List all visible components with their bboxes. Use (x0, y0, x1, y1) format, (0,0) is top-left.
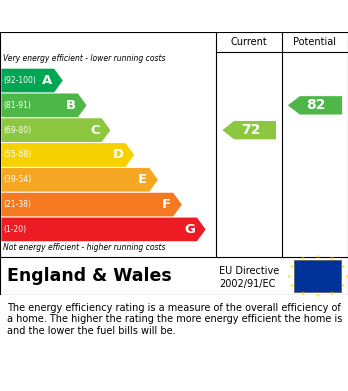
Text: ★: ★ (315, 254, 320, 259)
Text: 82: 82 (306, 98, 326, 112)
Text: 72: 72 (241, 123, 260, 137)
Text: D: D (112, 149, 124, 161)
Polygon shape (1, 118, 110, 142)
Text: Very energy efficient - lower running costs: Very energy efficient - lower running co… (3, 54, 166, 63)
Text: (81-91): (81-91) (3, 101, 31, 110)
Polygon shape (1, 93, 87, 117)
Polygon shape (222, 121, 276, 139)
Text: G: G (184, 223, 195, 236)
Text: ★: ★ (330, 256, 334, 261)
Text: (21-38): (21-38) (3, 200, 31, 209)
Text: ★: ★ (290, 283, 294, 289)
Text: ★: ★ (315, 293, 320, 298)
Text: (39-54): (39-54) (3, 175, 32, 184)
Text: ★: ★ (341, 264, 345, 269)
Text: Potential: Potential (293, 37, 337, 47)
Text: EU Directive: EU Directive (219, 266, 279, 276)
Text: Not energy efficient - higher running costs: Not energy efficient - higher running co… (3, 244, 166, 253)
Polygon shape (1, 69, 63, 92)
Polygon shape (1, 143, 134, 167)
Text: (92-100): (92-100) (3, 76, 36, 85)
Text: ★: ★ (345, 273, 348, 278)
Text: ★: ★ (341, 283, 345, 289)
Text: England & Wales: England & Wales (7, 267, 172, 285)
Text: (69-80): (69-80) (3, 126, 32, 135)
Text: Energy Efficiency Rating: Energy Efficiency Rating (7, 9, 217, 23)
Polygon shape (288, 96, 342, 115)
Text: F: F (162, 198, 171, 211)
Text: ★: ★ (330, 291, 334, 296)
Text: (1-20): (1-20) (3, 225, 26, 234)
Polygon shape (1, 168, 158, 192)
Text: E: E (138, 173, 147, 186)
Text: A: A (42, 74, 52, 87)
Text: C: C (90, 124, 100, 136)
Bar (294, 260, 341, 292)
Polygon shape (1, 193, 182, 217)
Text: B: B (66, 99, 76, 112)
Polygon shape (1, 217, 206, 241)
Text: ★: ★ (290, 264, 294, 269)
Text: The energy efficiency rating is a measure of the overall efficiency of a home. T: The energy efficiency rating is a measur… (7, 303, 342, 336)
Text: ★: ★ (286, 273, 291, 278)
Text: ★: ★ (301, 256, 305, 261)
Text: ★: ★ (301, 291, 305, 296)
Text: 2002/91/EC: 2002/91/EC (219, 279, 276, 289)
Text: Current: Current (231, 37, 268, 47)
Text: (55-68): (55-68) (3, 151, 32, 160)
